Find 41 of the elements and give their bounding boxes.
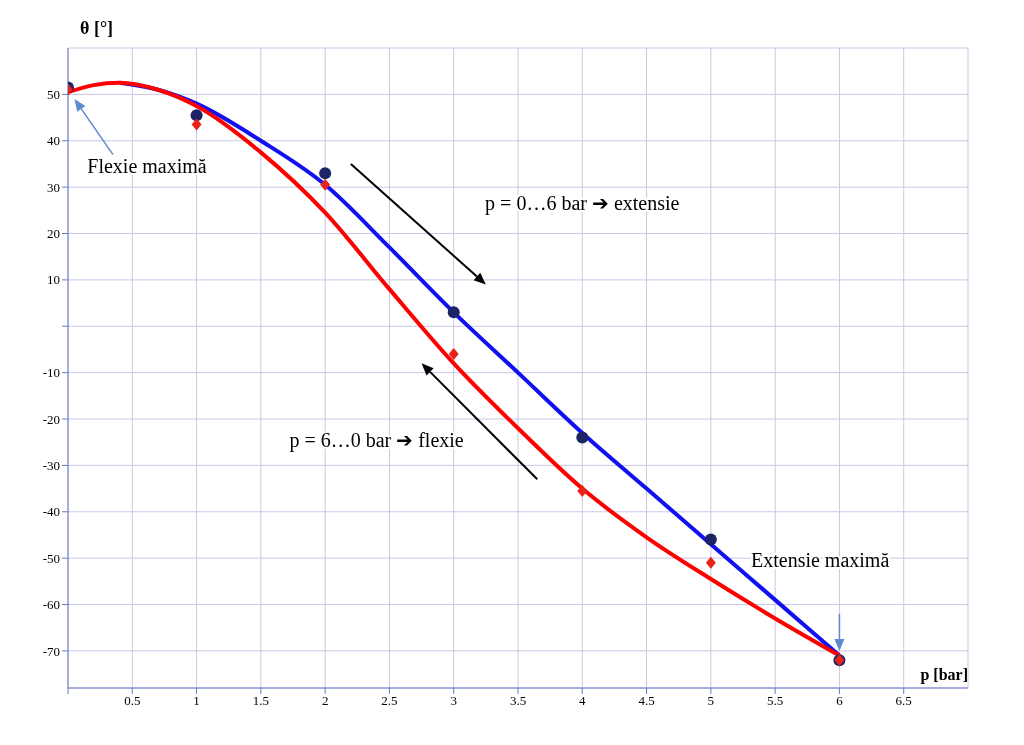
- x-tick-label: 4.5: [638, 693, 655, 709]
- x-tick-label: 2: [321, 693, 329, 709]
- y-tick-label: -20: [42, 411, 60, 427]
- y-tick-label: -10: [42, 365, 60, 381]
- y-tick-label: -60: [42, 597, 60, 613]
- x-tick-label: 4: [579, 693, 587, 709]
- x-tick-label: 0.5: [124, 693, 141, 709]
- x-tick-label: 2.5: [381, 693, 398, 709]
- annotation: Flexie maximă: [87, 155, 207, 178]
- point: [576, 431, 589, 444]
- x-tick-label: 6: [836, 693, 844, 709]
- point: [191, 118, 202, 131]
- annotation: p = 0…6 bar ➔ extensie: [485, 192, 680, 216]
- point: [319, 167, 332, 180]
- annotation: p = 6…0 bar ➔ flexie: [289, 428, 464, 452]
- y-axis-title: θ [°]: [80, 18, 114, 38]
- x-axis-title: p [bar]: [920, 666, 968, 684]
- y-tick-label: 20: [47, 226, 60, 242]
- x-tick-label: 5.5: [767, 693, 784, 709]
- point: [705, 556, 716, 569]
- point: [447, 306, 460, 319]
- point: [448, 348, 459, 361]
- point: [577, 484, 588, 497]
- x-tick-label: 1: [193, 693, 200, 709]
- y-tick-label: 10: [47, 272, 60, 288]
- y-tick-label: -30: [42, 458, 60, 474]
- y-tick-label: 30: [47, 179, 60, 195]
- y-tick-label: 50: [47, 86, 60, 102]
- point: [190, 109, 203, 122]
- annotation: Extensie maximă: [750, 549, 890, 572]
- point: [320, 178, 331, 191]
- x-tick-label: 6.5: [895, 693, 912, 709]
- y-tick-label: -40: [42, 504, 60, 520]
- y-tick-label: -50: [42, 550, 60, 566]
- y-tick-label: -70: [42, 643, 60, 659]
- x-tick-label: 3.5: [509, 693, 527, 709]
- y-tick-label: 40: [47, 133, 60, 149]
- x-tick-label: 1.5: [252, 693, 269, 709]
- point: [704, 533, 717, 546]
- x-tick-label: 5: [707, 693, 715, 709]
- x-tick-label: 3: [450, 693, 457, 709]
